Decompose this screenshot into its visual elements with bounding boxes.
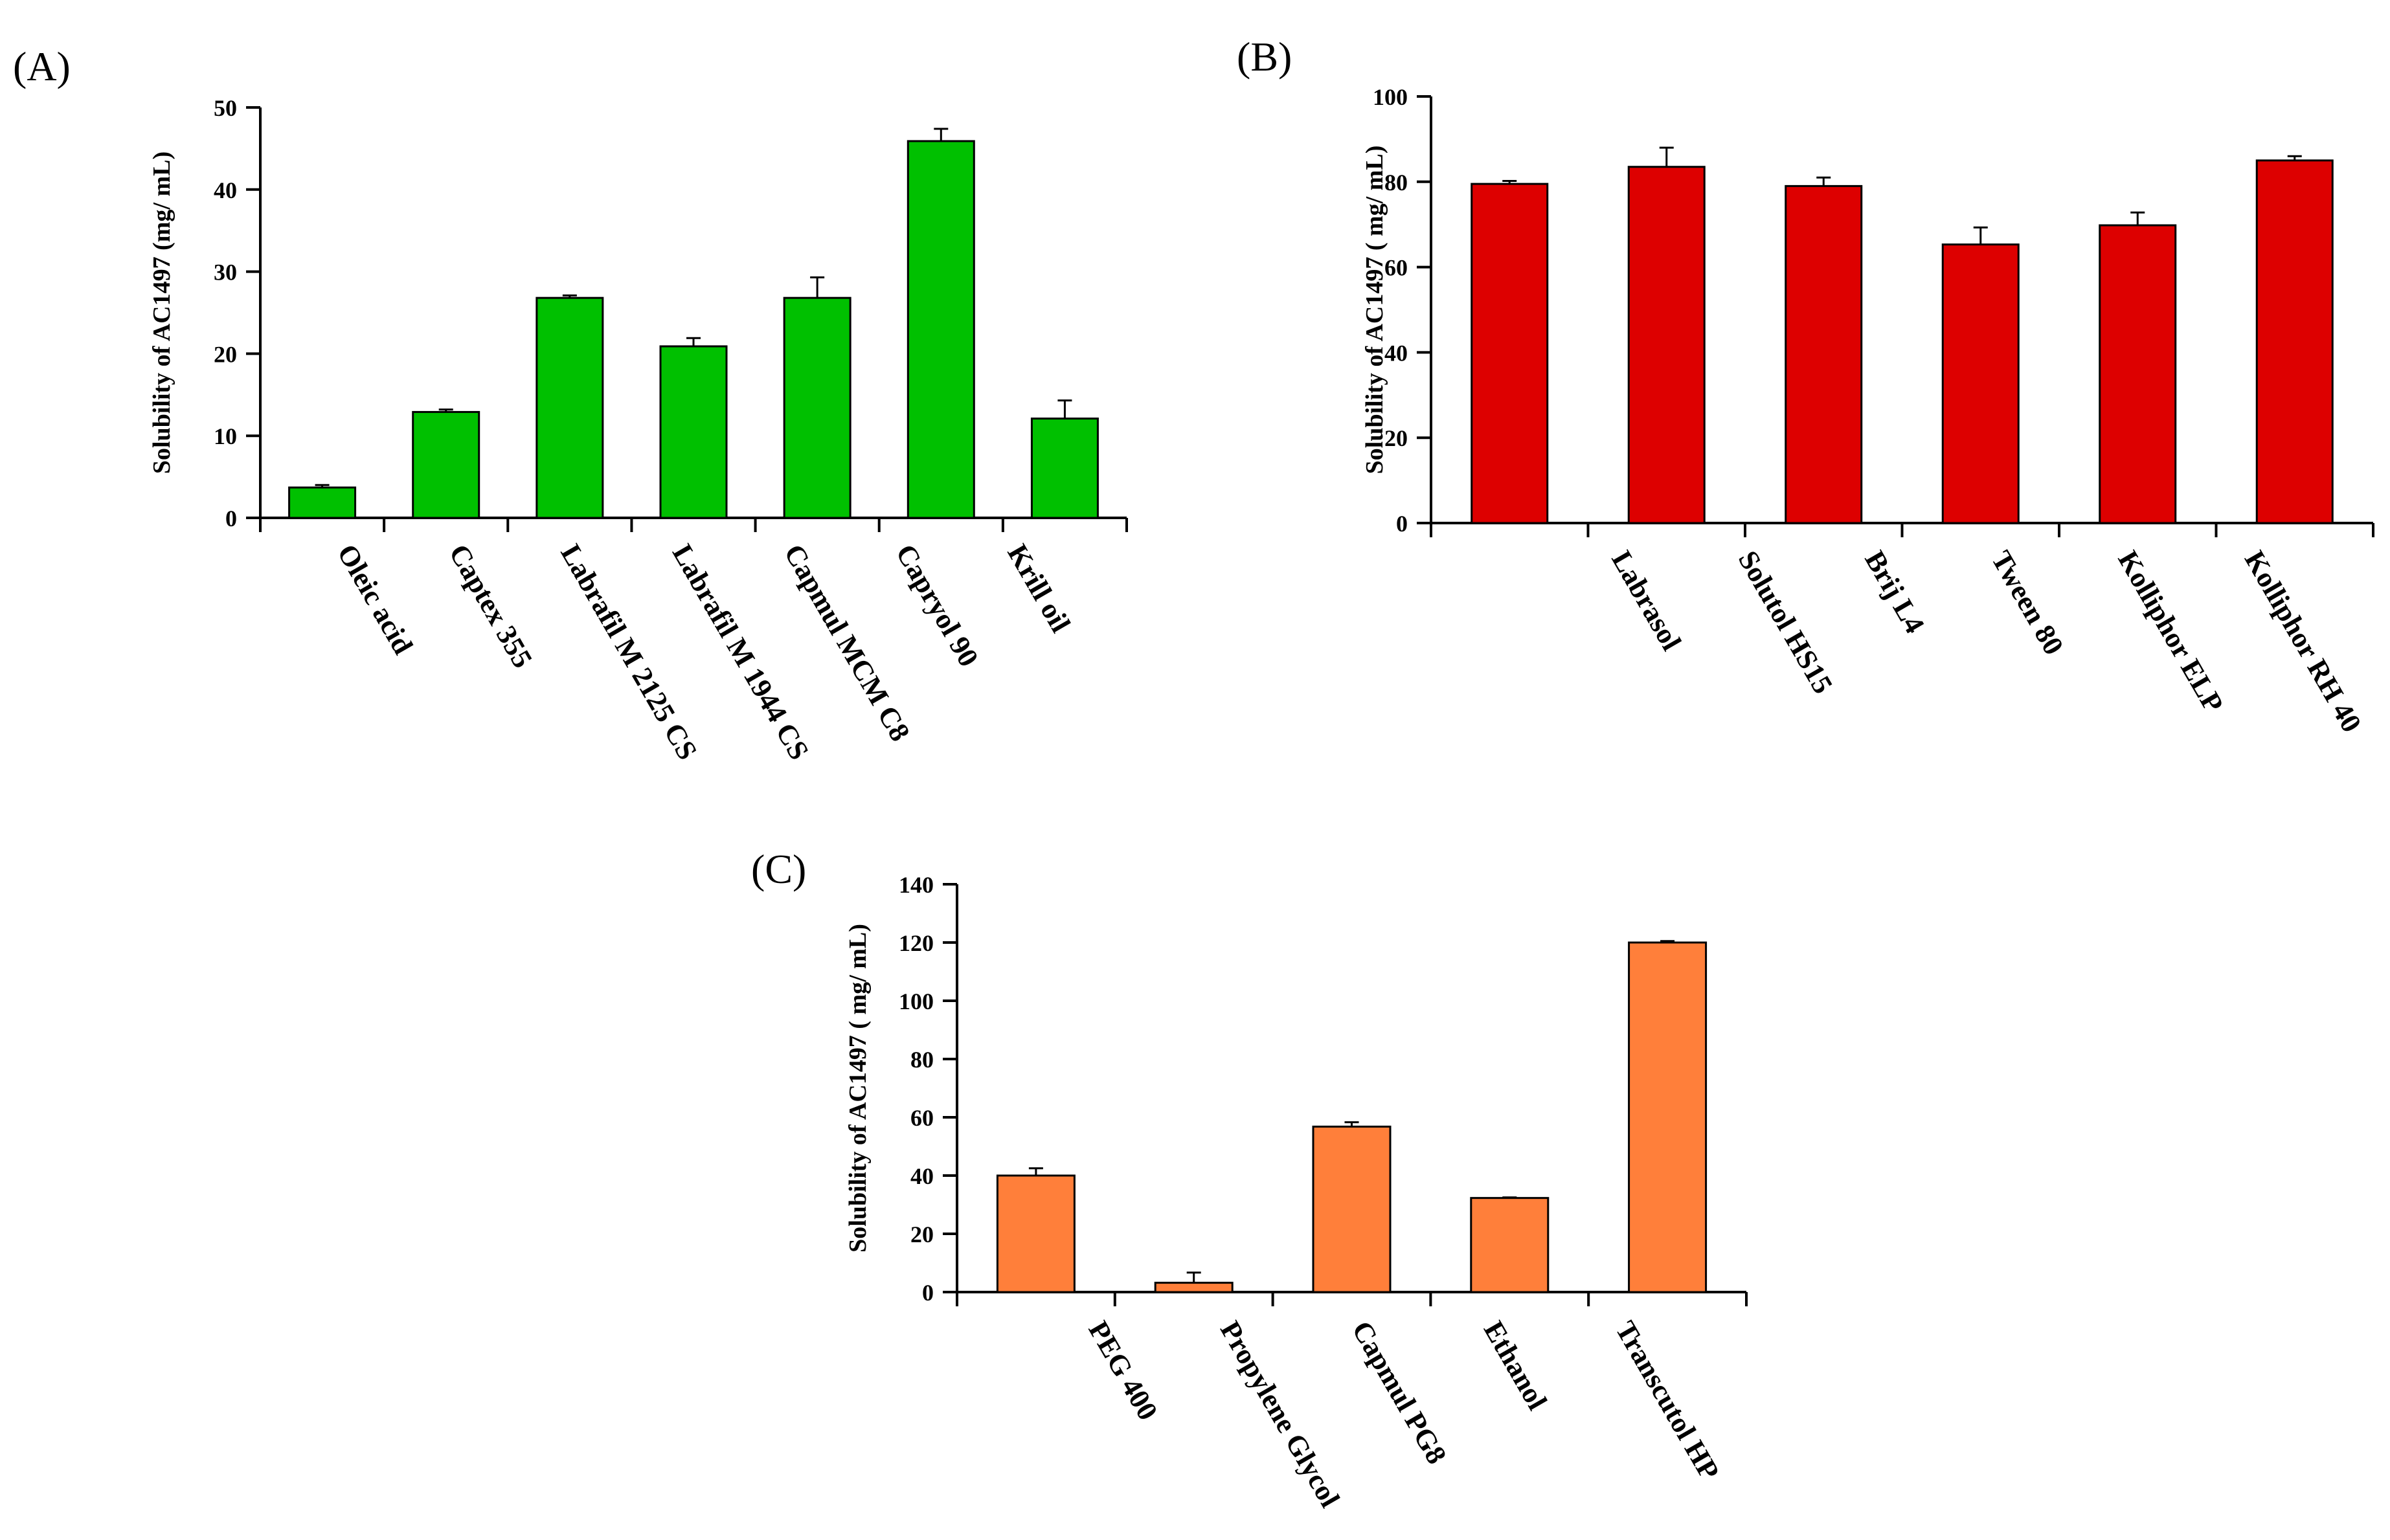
- category-label: Kolliphor ELP: [2112, 546, 2229, 718]
- bar: [1154, 1282, 1234, 1293]
- y-tick-label: 0: [1396, 511, 1408, 537]
- category-label: Ethanol: [1478, 1316, 1553, 1416]
- bar: [1627, 166, 1706, 524]
- bar: [1470, 1197, 1550, 1293]
- category-label: Transcutol HP: [1609, 1316, 1726, 1486]
- category-label: Labrasol: [1605, 546, 1687, 656]
- category-label: Capryol 90: [890, 539, 985, 672]
- bar: [1471, 183, 1549, 524]
- y-tick-label: 20: [910, 1222, 934, 1247]
- bar: [288, 486, 357, 519]
- y-tick-label: 100: [899, 988, 934, 1014]
- bar: [1941, 243, 2020, 524]
- panel-b-chart: (B) 0 20 40 60 80 100 Solubility of AC1497 ( mg…: [1237, 34, 2374, 738]
- y-tick-label: 20: [1384, 425, 1408, 451]
- y-tick-label: 50: [214, 95, 237, 121]
- y-tick-label: 20: [214, 341, 237, 367]
- y-tick-label: 0: [225, 506, 237, 531]
- y-tick-label: 40: [214, 177, 237, 203]
- panel-label: (B): [1237, 34, 1292, 80]
- y-axis-title: Solubility of AC1497 ( mg/ mL): [1361, 146, 1388, 474]
- category-label: Kolliphor RH 40: [2238, 546, 2368, 738]
- y-tick-label: 30: [214, 260, 237, 285]
- y-tick-label: 120: [899, 930, 934, 956]
- y-tick-label: 0: [922, 1280, 934, 1306]
- panel-label: (C): [751, 846, 806, 892]
- y-tick-label: 60: [910, 1105, 934, 1131]
- bar: [996, 1174, 1076, 1293]
- bar: [1030, 418, 1099, 519]
- category-label: Capmul MCM C8: [778, 539, 916, 747]
- bar: [535, 296, 604, 519]
- y-tick-label: 80: [1384, 170, 1408, 195]
- y-axis-title: Solubility of AC1497 (mg/ mL): [148, 151, 175, 474]
- category-label: Brij L4: [1858, 546, 1930, 639]
- panel-c-chart: (C) 0 20 40 60 80 100 120 140 Solubility of AC149…: [751, 846, 1748, 1513]
- y-tick-label: 60: [1384, 255, 1408, 281]
- bar: [1312, 1125, 1392, 1293]
- category-label: Captex 355: [443, 539, 539, 674]
- bar: [659, 345, 728, 519]
- y-tick-label: 140: [899, 872, 934, 898]
- bar: [2099, 224, 2177, 524]
- category-label: Solutol HS15: [1732, 546, 1839, 699]
- category-label: Oleic acid: [331, 539, 419, 660]
- y-tick-label: 100: [1373, 84, 1408, 110]
- y-tick-label: 40: [1384, 340, 1408, 366]
- category-label: PEG 400: [1082, 1316, 1164, 1426]
- y-tick-label: 80: [910, 1047, 934, 1073]
- category-label: Tween 80: [1985, 546, 2070, 660]
- bar: [412, 410, 480, 519]
- panel-label: (A): [13, 43, 71, 89]
- bar: [783, 296, 851, 519]
- y-tick-label: 40: [910, 1163, 934, 1189]
- bar: [2255, 159, 2334, 524]
- panel-a-chart: (A) 0 10 20 30 40 50 Solubility of AC1497 (mg/ …: [13, 43, 1128, 765]
- y-axis-title: Solubility of AC1497 ( mg/ mL): [844, 924, 872, 1253]
- category-label: Propylene Glycol: [1214, 1316, 1346, 1513]
- category-label: Krill oil: [1001, 539, 1076, 638]
- bar: [907, 140, 975, 519]
- bar: [1628, 941, 1708, 1293]
- category-label: Capmul PG8: [1346, 1316, 1452, 1469]
- bar: [1785, 184, 1863, 524]
- y-tick-label: 10: [214, 423, 237, 449]
